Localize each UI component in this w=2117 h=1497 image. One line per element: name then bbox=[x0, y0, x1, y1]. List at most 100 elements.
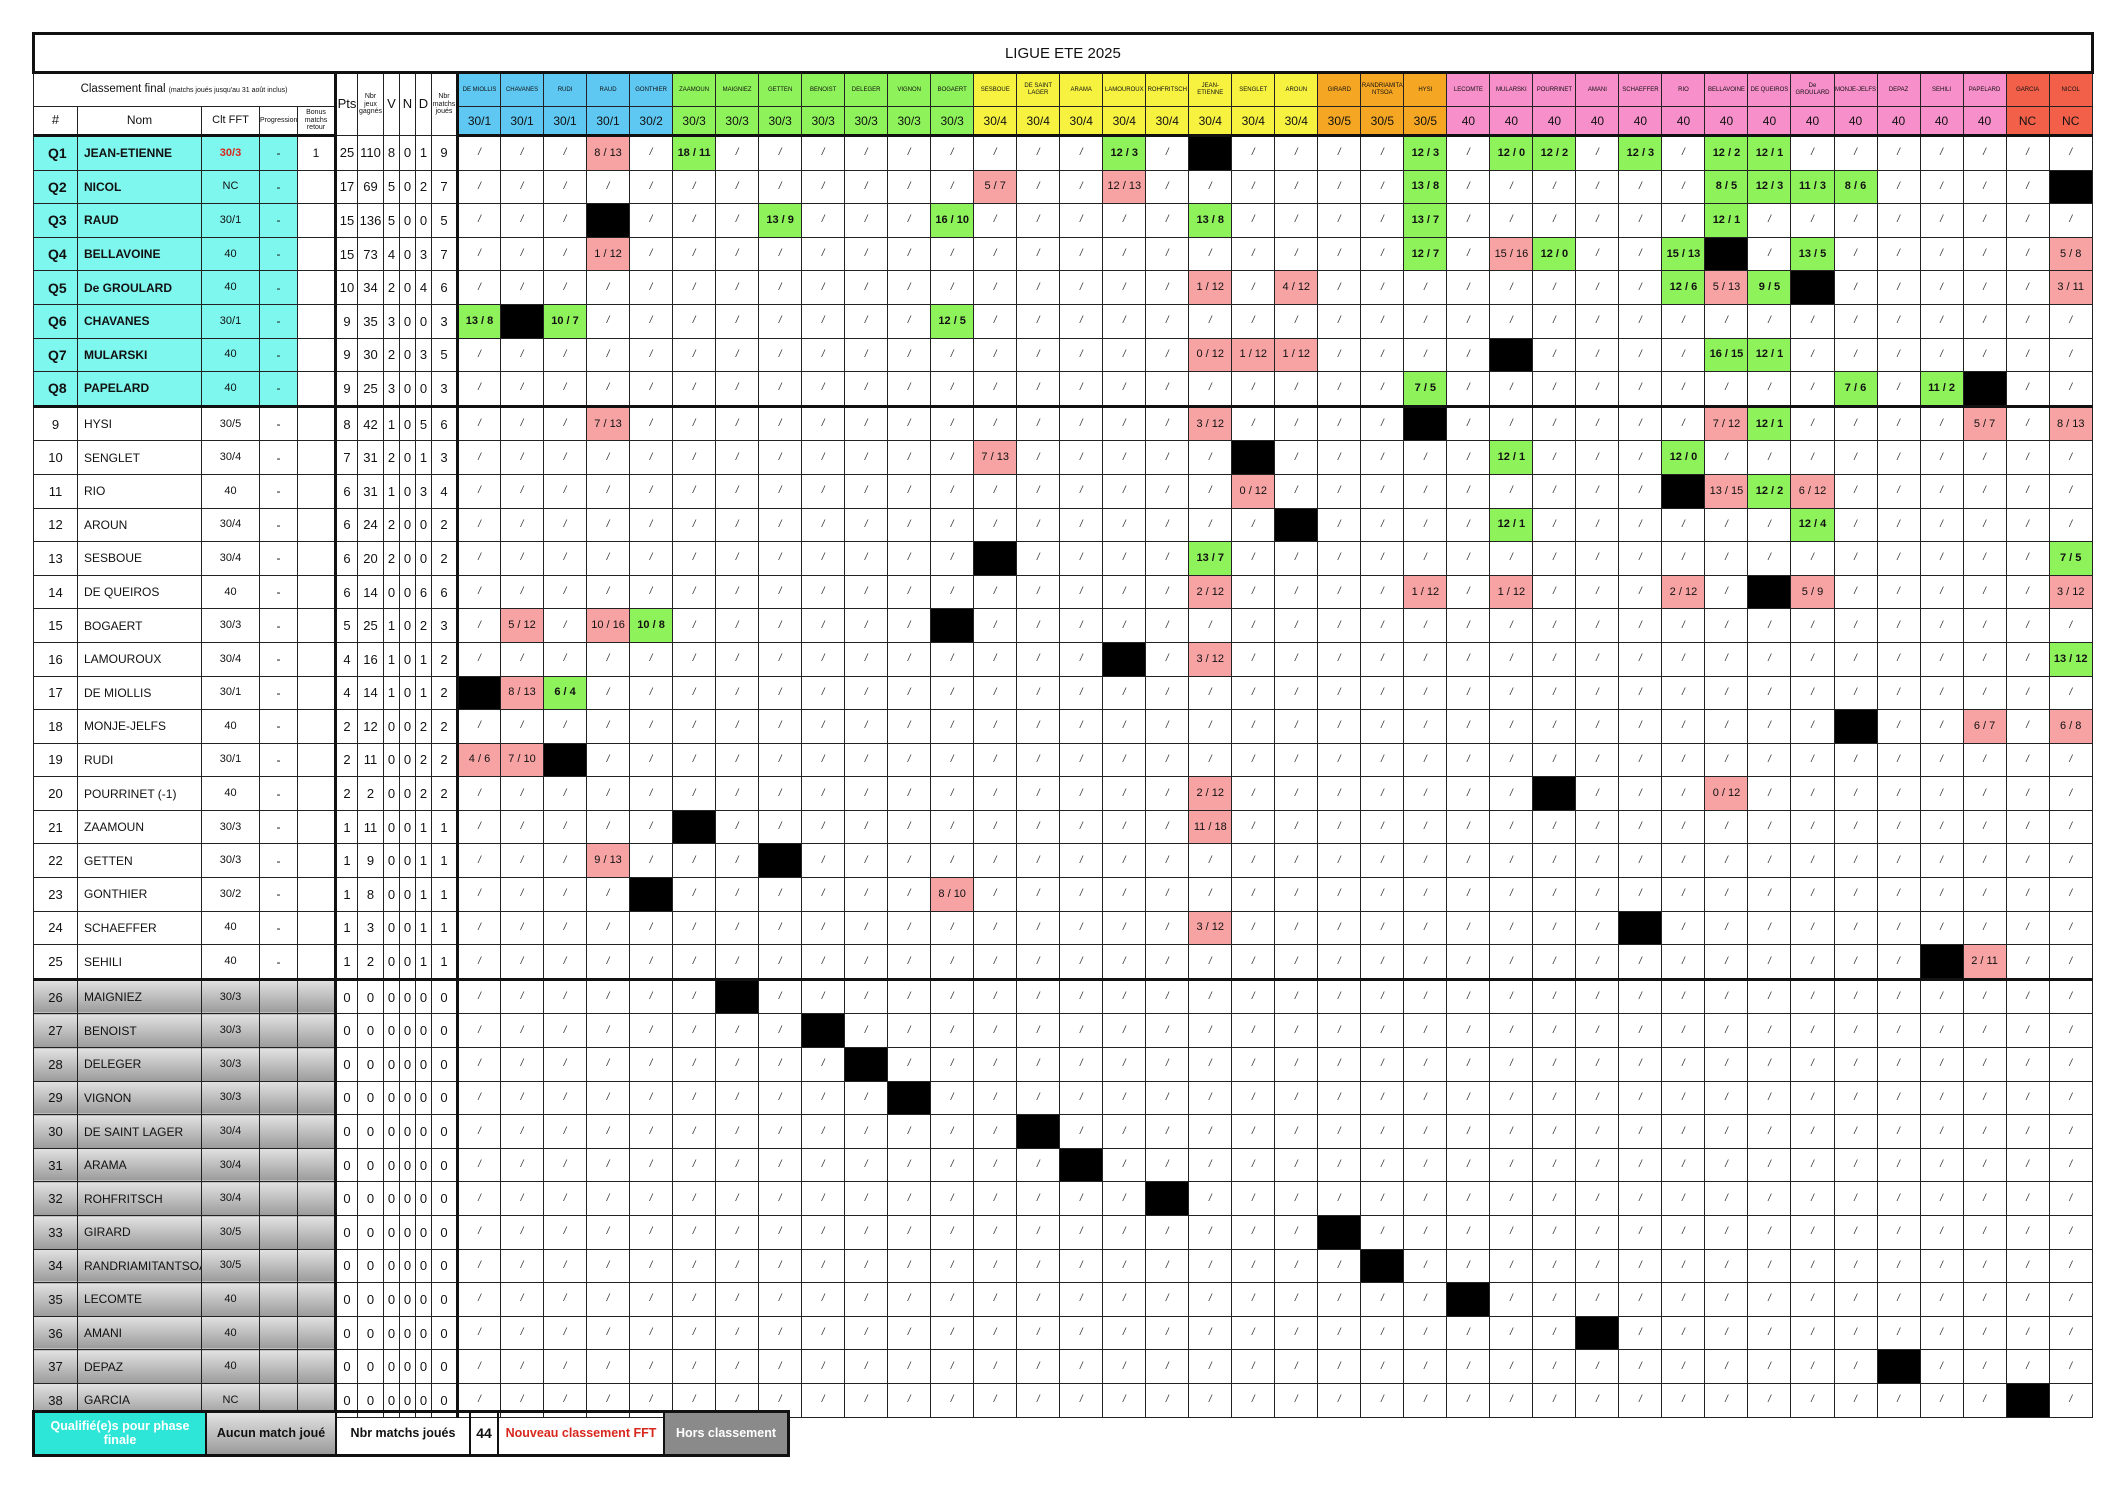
no-match-cell: / bbox=[500, 473, 545, 509]
no-match-cell: / bbox=[2005, 1114, 2050, 1149]
no-match-cell: / bbox=[1317, 641, 1362, 677]
match-win-cell: 16 / 10 bbox=[930, 203, 975, 238]
no-match-cell: / bbox=[1833, 541, 1878, 576]
no-match-cell: / bbox=[1274, 1315, 1319, 1351]
column-player-name: PAPELARD bbox=[1962, 72, 2007, 107]
no-match-cell: / bbox=[2005, 809, 2050, 845]
no-match-cell: / bbox=[1446, 135, 1491, 171]
player-progression bbox=[259, 1248, 298, 1284]
no-match-cell: / bbox=[1317, 1114, 1362, 1149]
no-match-cell: / bbox=[586, 1013, 631, 1049]
match-win-cell: 15 / 13 bbox=[1661, 236, 1706, 272]
player-name: PAPELARD bbox=[77, 371, 202, 408]
no-match-cell: / bbox=[1919, 709, 1964, 744]
player-games-won: 30 bbox=[357, 337, 384, 373]
no-match-cell: / bbox=[887, 303, 932, 339]
no-match-cell: / bbox=[672, 236, 717, 272]
player-bonus bbox=[297, 541, 337, 576]
player-progression: - bbox=[259, 541, 298, 576]
no-match-cell: / bbox=[715, 910, 760, 946]
no-match-cell: / bbox=[1618, 1147, 1663, 1183]
no-match-cell: / bbox=[1231, 303, 1276, 339]
no-match-cell: / bbox=[1059, 473, 1104, 509]
no-match-cell: / bbox=[672, 337, 717, 373]
no-match-cell: / bbox=[1446, 203, 1491, 238]
no-match-cell: / bbox=[1833, 473, 1878, 509]
no-match-cell: / bbox=[1962, 877, 2007, 912]
player-name: NICOL bbox=[77, 169, 202, 205]
column-player-ranking: 40 bbox=[1962, 106, 2007, 137]
player-name: ROHFRITSCH bbox=[77, 1181, 202, 1216]
no-match-cell: / bbox=[1446, 337, 1491, 373]
no-match-cell: / bbox=[1747, 742, 1792, 778]
no-match-cell: / bbox=[1704, 303, 1749, 339]
no-match-cell: / bbox=[1919, 440, 1964, 475]
no-match-cell: / bbox=[1446, 1047, 1491, 1082]
no-match-cell: / bbox=[1016, 608, 1061, 643]
no-match-cell: / bbox=[1876, 742, 1921, 778]
no-match-cell: / bbox=[1489, 1181, 1534, 1216]
no-match-cell: / bbox=[1102, 1382, 1147, 1418]
no-match-cell: / bbox=[1704, 742, 1749, 778]
no-match-cell: / bbox=[500, 809, 545, 845]
player-draws: 0 bbox=[399, 608, 416, 643]
player-name: DE SAINT LAGER bbox=[77, 1114, 202, 1149]
no-match-cell: / bbox=[456, 1080, 502, 1116]
table-row: Q8 PAPELARD 40-9 25 3 0 0 3// / / / / / / / / / / / / / / / / / /… bbox=[33, 371, 2093, 408]
no-match-cell: / bbox=[586, 473, 631, 509]
no-match-cell: / bbox=[586, 742, 631, 778]
no-match-cell: / bbox=[1489, 371, 1534, 408]
player-bonus bbox=[297, 1147, 337, 1183]
no-match-cell: / bbox=[1747, 371, 1792, 408]
no-match-cell: / bbox=[1489, 776, 1534, 811]
column-player-ranking: 40 bbox=[1876, 106, 1921, 137]
no-match-cell: / bbox=[1919, 337, 1964, 373]
no-match-cell: / bbox=[1575, 608, 1620, 643]
no-match-cell: / bbox=[1790, 1147, 1835, 1183]
no-match-cell: / bbox=[1962, 910, 2007, 946]
no-match-cell: / bbox=[930, 371, 975, 408]
no-match-cell: / bbox=[1532, 978, 1577, 1015]
no-match-cell: / bbox=[2005, 1248, 2050, 1284]
player-wins: 5 bbox=[383, 203, 400, 238]
column-player-ranking: 30/5 bbox=[1360, 106, 1405, 137]
no-match-cell: / bbox=[1317, 507, 1362, 543]
no-match-cell: / bbox=[1661, 877, 1706, 912]
no-match-cell: / bbox=[801, 809, 846, 845]
table-row: 11 RIO 40-6 31 1 0 3 4// / / / / / / / / / / / / / / //0 / 12/… bbox=[33, 473, 2093, 509]
player-rank: Q7 bbox=[33, 337, 78, 373]
no-match-cell: / bbox=[1876, 574, 1921, 610]
no-match-cell: / bbox=[1661, 1215, 1706, 1250]
no-match-cell: / bbox=[672, 371, 717, 408]
no-match-cell: / bbox=[543, 776, 588, 811]
no-match-cell: / bbox=[1188, 709, 1233, 744]
column-player-name: LECOMTE bbox=[1446, 72, 1491, 107]
no-match-cell: / bbox=[1532, 541, 1577, 576]
header-bonus: Bonus matchs retour bbox=[297, 106, 337, 137]
player-bonus bbox=[297, 675, 337, 711]
no-match-cell: / bbox=[973, 910, 1018, 946]
player-matches-played: 0 bbox=[431, 1013, 459, 1049]
player-ranking-fft: 30/4 bbox=[201, 1114, 260, 1149]
no-match-cell: / bbox=[1618, 1248, 1663, 1284]
no-match-cell: / bbox=[456, 1248, 502, 1284]
no-match-cell: / bbox=[1446, 1248, 1491, 1284]
no-match-cell: / bbox=[1059, 1114, 1104, 1149]
no-match-cell: / bbox=[1403, 1349, 1448, 1384]
player-ranking-fft: 40 bbox=[201, 1315, 260, 1351]
no-match-cell: / bbox=[1747, 236, 1792, 272]
player-matches-played: 0 bbox=[431, 1248, 459, 1284]
no-match-cell: / bbox=[887, 641, 932, 677]
no-match-cell: / bbox=[456, 1047, 502, 1082]
no-match-cell: / bbox=[1145, 1248, 1190, 1284]
no-match-cell: / bbox=[1016, 944, 1061, 981]
no-match-cell: / bbox=[801, 236, 846, 272]
match-loss-cell: 1 / 12 bbox=[1489, 574, 1534, 610]
player-matches-played: 0 bbox=[431, 1080, 459, 1116]
no-match-cell: / bbox=[715, 473, 760, 509]
no-match-cell: / bbox=[1231, 776, 1276, 811]
no-match-cell: / bbox=[2005, 337, 2050, 373]
column-player-name: BENOIST bbox=[801, 72, 846, 107]
match-win-cell: 12 / 1 bbox=[1747, 405, 1792, 442]
match-loss-cell: 2 / 12 bbox=[1661, 574, 1706, 610]
